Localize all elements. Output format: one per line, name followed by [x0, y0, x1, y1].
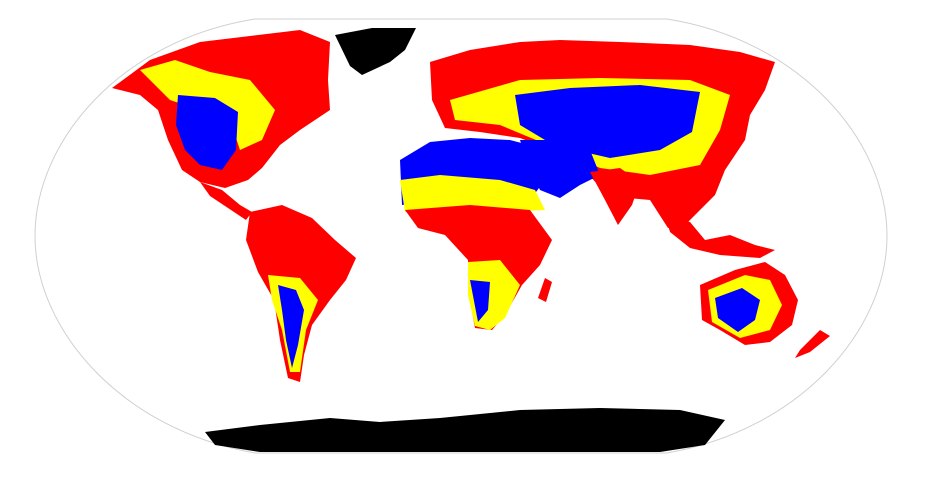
central-america-red	[200, 182, 252, 220]
greenland	[335, 28, 416, 75]
north-america-blue	[176, 95, 238, 170]
new-zealand	[795, 330, 830, 358]
australia-blue	[715, 288, 760, 332]
africa-yellow	[400, 175, 545, 212]
eurasia-blue	[515, 85, 700, 158]
antarctica	[205, 408, 725, 452]
middle-east-blue	[520, 140, 600, 198]
southeast-asia-red	[665, 215, 775, 258]
south-america-blue	[278, 285, 304, 368]
africa-south-blue	[470, 280, 490, 322]
madagascar	[538, 278, 552, 302]
india-red	[590, 168, 640, 225]
